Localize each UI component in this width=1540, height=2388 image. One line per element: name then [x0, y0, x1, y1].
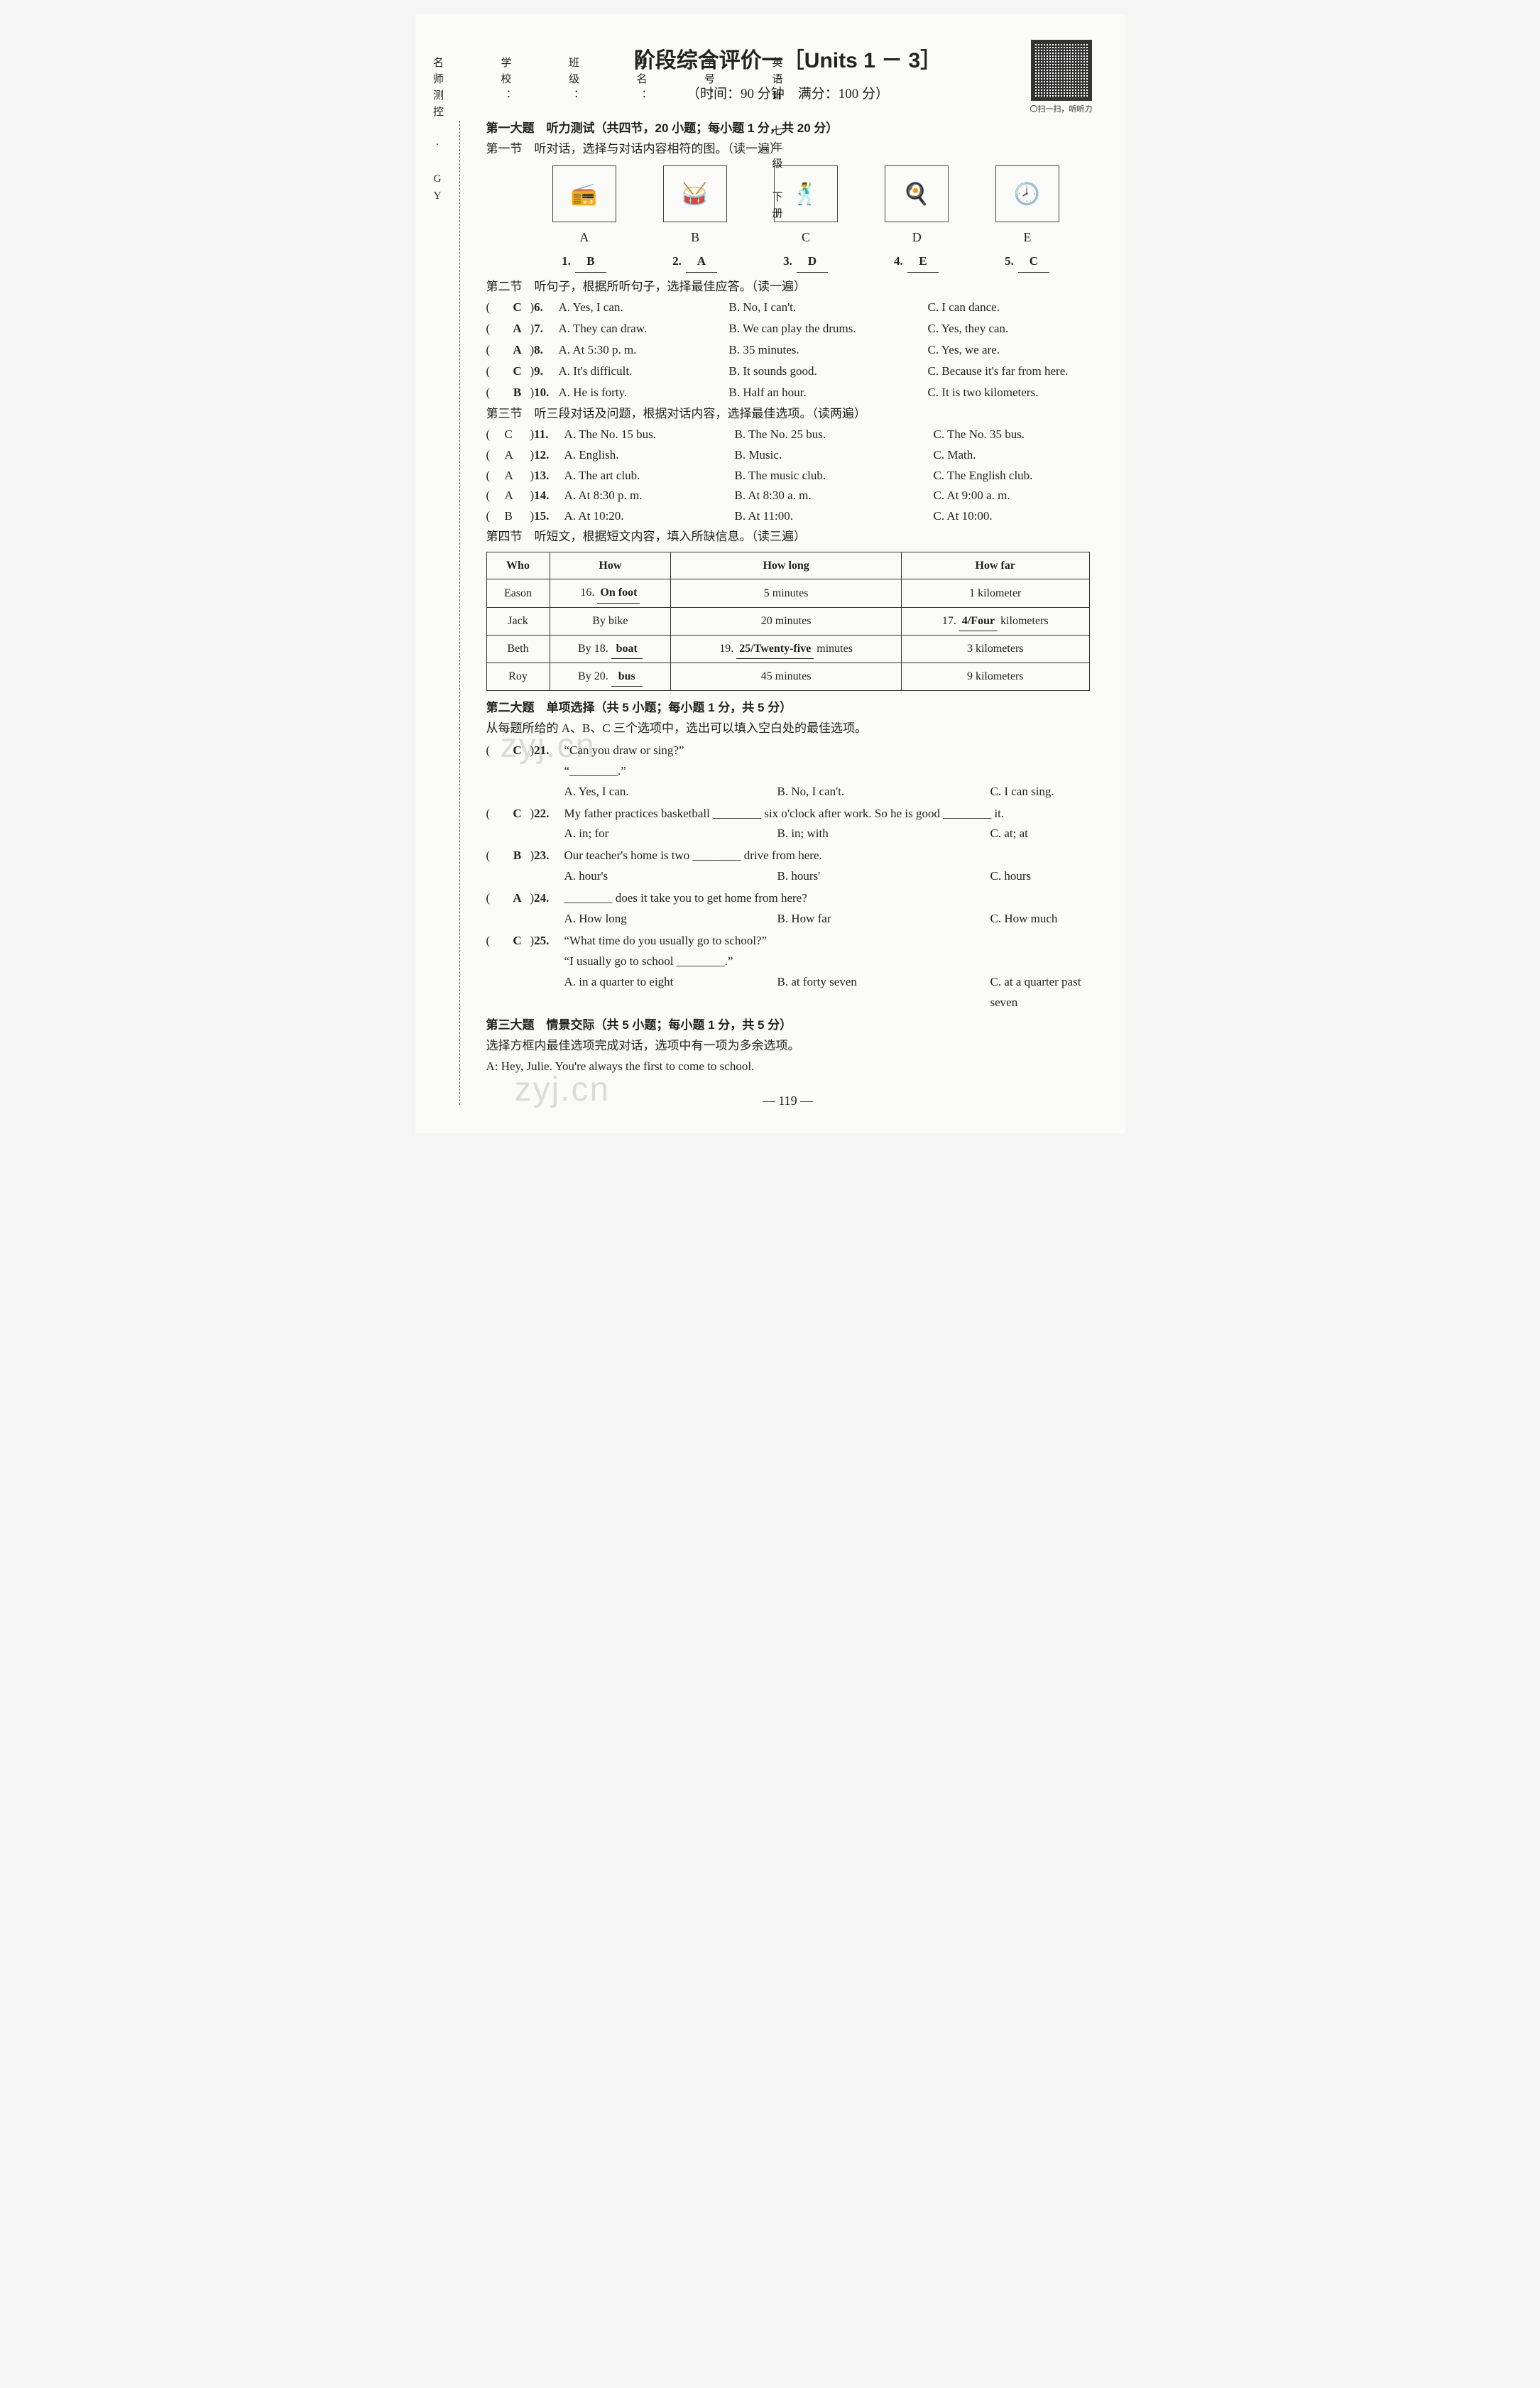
side-label-column: 英语Ⅲ 七年级 下册 学号： 姓名： 班级： 学校： 名师测控 · GY	[428, 57, 785, 980]
side-field-banji: 班级：	[564, 57, 582, 980]
letter-c: C	[802, 227, 810, 249]
section3-instr: 选择方框内最佳选项完成对话，选项中有一项为多余选项。	[486, 1036, 1090, 1057]
image-cell-d: 🍳	[874, 165, 959, 225]
letter-e: E	[1024, 227, 1032, 249]
th-howfar: How far	[901, 552, 1089, 579]
page: 英语Ⅲ 七年级 下册 学号： 姓名： 班级： 学校： 名师测控 · GY 〇扫一…	[415, 14, 1125, 1133]
side-book-title: 英语Ⅲ 七年级 下册	[767, 57, 785, 980]
cook-icon: 🍳	[885, 165, 949, 222]
answer-3: 3.D	[783, 251, 828, 273]
section3-title: 第三大题 情景交际（共 5 小题；每小题 1 分，共 5 分）	[486, 1015, 1090, 1036]
page-number: — 119 —	[486, 1090, 1090, 1112]
side-field-xingming: 姓名：	[631, 57, 650, 980]
image-cell-e: 🕗	[985, 165, 1070, 225]
title-row: 阶段综合评价一［Units 1 － 3］	[486, 43, 1090, 79]
qr-caption: 〇扫一扫，听听力	[1026, 103, 1097, 116]
letter-d: D	[912, 227, 922, 249]
side-field-xuehao: 学号：	[699, 57, 718, 980]
answer-4: 4.E	[894, 251, 939, 273]
side-brand: 名师测控 · GY	[428, 57, 447, 980]
clock-icon: 🕗	[995, 165, 1059, 222]
section3-line1: A: Hey, Julie. You're always the first t…	[486, 1057, 1090, 1077]
answer-5: 5.C	[1005, 251, 1049, 273]
page-title: 阶段综合评价一［Units 1 － 3］	[634, 43, 941, 79]
side-field-xuexiao: 学校：	[496, 57, 514, 980]
